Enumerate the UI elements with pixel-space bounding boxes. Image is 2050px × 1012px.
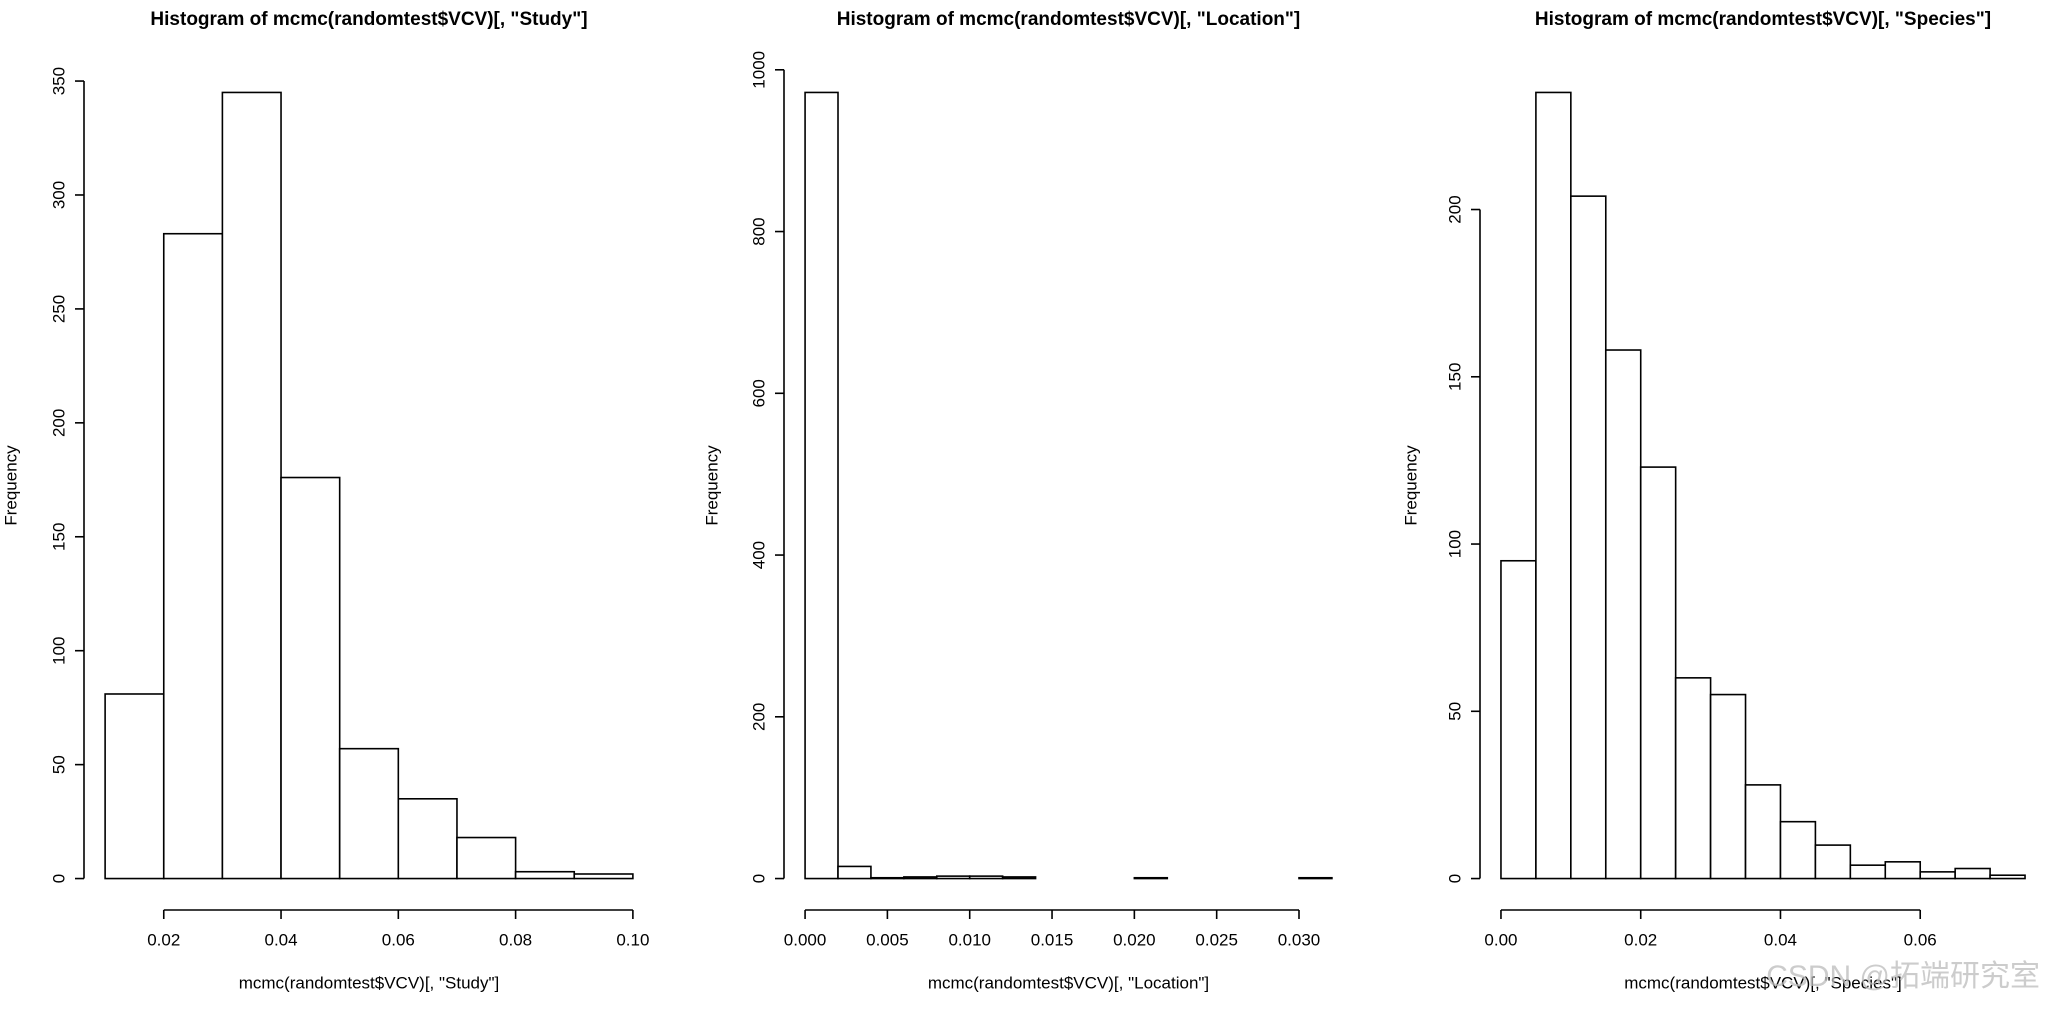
- y-tick-label: 50: [1445, 702, 1464, 721]
- y-tick-label: 150: [1445, 363, 1464, 391]
- bar: [870, 876, 905, 880]
- y-tick-label: 150: [49, 523, 68, 551]
- bar: [1298, 876, 1333, 880]
- bar: [1919, 871, 1956, 880]
- y-tick-label: 300: [49, 181, 68, 209]
- y-tick-label: 0: [49, 874, 68, 883]
- bar: [1604, 349, 1642, 880]
- y-tick-label: 800: [749, 217, 768, 245]
- bar: [280, 476, 341, 880]
- y-tick-label: 200: [49, 409, 68, 437]
- bar: [903, 876, 938, 880]
- bar: [338, 747, 400, 880]
- bar: [1954, 867, 1991, 880]
- x-tick-label: 0.015: [1031, 930, 1074, 949]
- x-tick-label: 0.06: [1904, 930, 1937, 949]
- y-tick-label: 200: [1445, 195, 1464, 223]
- x-axis-label: mcmc(randomtest$VCV)[, "Species"]: [1624, 973, 1902, 992]
- x-axis-label: mcmc(randomtest$VCV)[, "Location"]: [928, 973, 1209, 992]
- bar: [104, 693, 165, 880]
- bar: [514, 870, 576, 880]
- y-tick-label: 0: [749, 874, 768, 883]
- y-tick-label: 250: [49, 295, 68, 323]
- y-tick-label: 350: [49, 67, 68, 95]
- x-tick-label: 0.04: [1764, 930, 1797, 949]
- panel: Histogram of mcmc(randomtest$VCV)[, "Spe…: [1401, 9, 2026, 992]
- x-tick-label: 0.005: [866, 930, 909, 949]
- bar: [162, 232, 224, 880]
- x-tick-label: 0.10: [616, 930, 649, 949]
- bar: [804, 91, 839, 880]
- panel: Histogram of mcmc(randomtest$VCV)[, "Loc…: [702, 9, 1333, 992]
- panel: Histogram of mcmc(randomtest$VCV)[, "Stu…: [1, 9, 649, 992]
- x-tick-label: 0.02: [1624, 930, 1657, 949]
- chart-title: Histogram of mcmc(randomtest$VCV)[, "Spe…: [1535, 9, 1991, 30]
- bar: [573, 873, 634, 880]
- bar: [1570, 195, 1607, 880]
- x-tick-label: 0.010: [948, 930, 991, 949]
- bar: [1849, 864, 1887, 880]
- y-axis-label: Frequency: [702, 445, 721, 526]
- y-tick-label: 0: [1445, 874, 1464, 883]
- y-tick-label: 100: [1445, 530, 1464, 558]
- bar: [1989, 874, 2026, 880]
- x-tick-label: 0.000: [784, 930, 827, 949]
- bar: [1884, 861, 1922, 880]
- x-tick-label: 0.06: [382, 930, 415, 949]
- bar: [1535, 91, 1572, 880]
- y-tick-label: 100: [49, 637, 68, 665]
- x-tick-label: 0.02: [147, 930, 180, 949]
- x-tick-label: 0.020: [1113, 930, 1156, 949]
- x-axis-label: mcmc(randomtest$VCV)[, "Study"]: [239, 973, 500, 992]
- x-tick-label: 0.030: [1278, 930, 1321, 949]
- bar: [837, 865, 872, 880]
- x-tick-label: 0.025: [1195, 930, 1238, 949]
- bar: [397, 798, 458, 880]
- chart-title: Histogram of mcmc(randomtest$VCV)[, "Loc…: [837, 9, 1301, 30]
- bar: [456, 836, 517, 880]
- bar: [1133, 876, 1169, 880]
- y-tick-label: 50: [49, 755, 68, 774]
- x-tick-label: 0.00: [1484, 930, 1517, 949]
- y-axis-label: Frequency: [1, 445, 20, 526]
- bar: [221, 91, 282, 880]
- y-tick-label: 200: [749, 703, 768, 731]
- bar: [1639, 466, 1677, 880]
- y-axis-label: Frequency: [1401, 445, 1420, 526]
- bar: [1500, 559, 1537, 880]
- chart-title: Histogram of mcmc(randomtest$VCV)[, "Stu…: [150, 9, 587, 30]
- bar: [1674, 677, 1712, 880]
- x-tick-label: 0.04: [264, 930, 297, 949]
- bar: [1001, 876, 1037, 880]
- y-tick-label: 1000: [749, 51, 768, 89]
- bar: [935, 875, 971, 880]
- y-tick-label: 600: [749, 379, 768, 407]
- x-tick-label: 0.08: [499, 930, 532, 949]
- bar: [1709, 693, 1747, 880]
- bar: [1744, 784, 1782, 880]
- bar: [1814, 844, 1852, 880]
- watermark: CSDN @拓端研究室: [1766, 960, 2040, 993]
- bar: [1779, 820, 1817, 880]
- y-tick-label: 400: [749, 541, 768, 569]
- bar: [968, 875, 1004, 880]
